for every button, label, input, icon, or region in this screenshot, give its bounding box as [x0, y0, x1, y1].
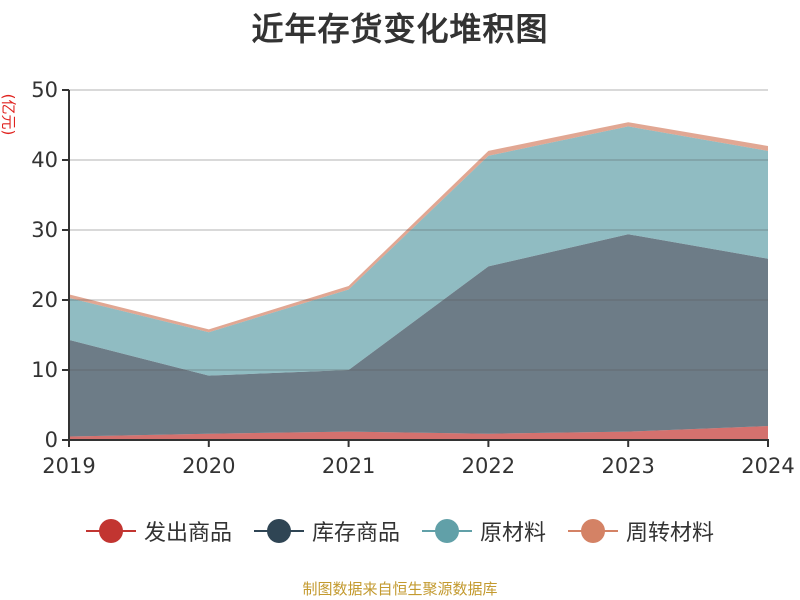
x-tick-label: 2022 [462, 454, 515, 478]
legend: 发出商品 库存商品 原材料 周转材料 [0, 515, 800, 547]
legend-item[interactable]: 库存商品 [253, 515, 400, 547]
y-tick-label: 50 [31, 78, 58, 102]
area-发出商品 [69, 426, 768, 440]
x-tick-label: 2024 [741, 454, 794, 478]
x-tick-label: 2023 [601, 454, 654, 478]
x-tick-label: 2021 [322, 454, 375, 478]
x-tick-label: 2020 [182, 454, 235, 478]
legend-item[interactable]: 发出商品 [85, 515, 232, 547]
y-tick-label: 40 [31, 148, 58, 172]
legend-label: 原材料 [480, 521, 547, 546]
y-tick-label: 20 [31, 288, 58, 312]
data-source-footer: 制图数据来自恒生聚源数据库 [302, 580, 498, 598]
x-tick-label: 2019 [42, 454, 95, 478]
area-库存商品 [69, 234, 768, 437]
y-tick-label: 10 [31, 358, 58, 382]
legend-label: 发出商品 [143, 521, 232, 546]
legend-label: 周转材料 [626, 521, 715, 546]
y-tick-label: 0 [45, 428, 58, 452]
legend-marker-icon [85, 518, 136, 544]
legend-marker-icon [253, 518, 304, 544]
legend-marker-icon [422, 518, 472, 544]
chart-title: 近年存货变化堆积图 [251, 10, 549, 48]
legend-item[interactable]: 周转材料 [568, 515, 714, 547]
y-tick-label: 30 [31, 218, 58, 242]
area-原材料 [69, 126, 768, 376]
legend-marker-icon [568, 518, 619, 544]
legend-item[interactable]: 原材料 [422, 515, 546, 547]
legend-label: 库存商品 [311, 521, 400, 546]
